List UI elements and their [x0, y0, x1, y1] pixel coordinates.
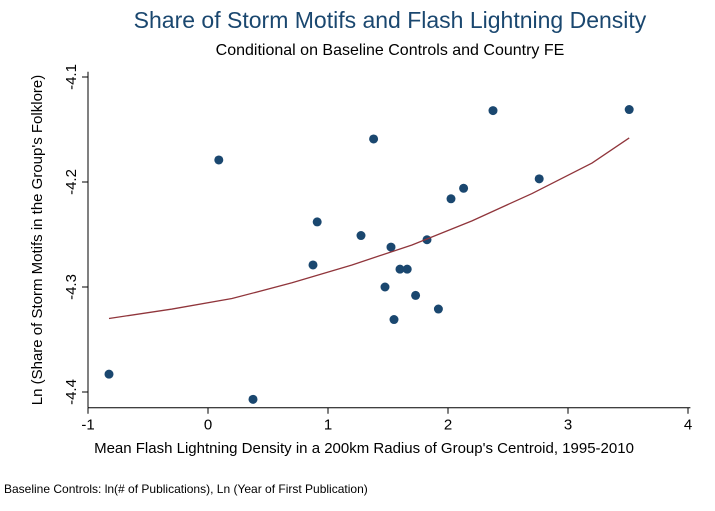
data-point: [214, 155, 224, 165]
data-point: [356, 231, 366, 241]
chart-title: Share of Storm Motifs and Flash Lightnin…: [134, 7, 647, 33]
x-tick-label: 1: [324, 417, 332, 434]
data-point: [308, 260, 318, 270]
data-point: [624, 105, 634, 115]
data-point: [534, 174, 544, 184]
data-point: [389, 315, 399, 325]
x-tick-label: 0: [204, 417, 212, 434]
x-tick-label: 4: [684, 417, 692, 434]
y-axis-label: Ln (Share of Storm Motifs in the Group's…: [29, 75, 46, 406]
fit-line: [108, 137, 630, 320]
chart-subtitle: Conditional on Baseline Controls and Cou…: [216, 42, 565, 59]
y-tick-label: -4.2: [63, 169, 80, 195]
y-tick-label: -4.4: [63, 379, 80, 405]
data-point: [386, 242, 396, 252]
data-point: [433, 304, 443, 314]
data-point: [411, 290, 421, 300]
data-point: [380, 282, 390, 292]
footnote: Baseline Controls: ln(# of Publications)…: [4, 482, 368, 496]
y-tick-label: -4.1: [63, 64, 80, 90]
data-point: [312, 217, 322, 227]
data-point: [369, 134, 379, 144]
data-point: [459, 183, 469, 193]
data-point: [104, 369, 114, 379]
x-axis-label: Mean Flash Lightning Density in a 200km …: [94, 440, 634, 457]
data-point: [395, 264, 405, 274]
data-point: [446, 194, 456, 204]
data-point: [248, 394, 258, 404]
x-tick-label: -1: [81, 417, 94, 434]
x-tick-label: 3: [564, 417, 572, 434]
x-tick-label: 2: [444, 417, 452, 434]
y-tick-label: -4.3: [63, 274, 80, 300]
data-point: [488, 106, 498, 116]
data-point: [402, 264, 412, 274]
